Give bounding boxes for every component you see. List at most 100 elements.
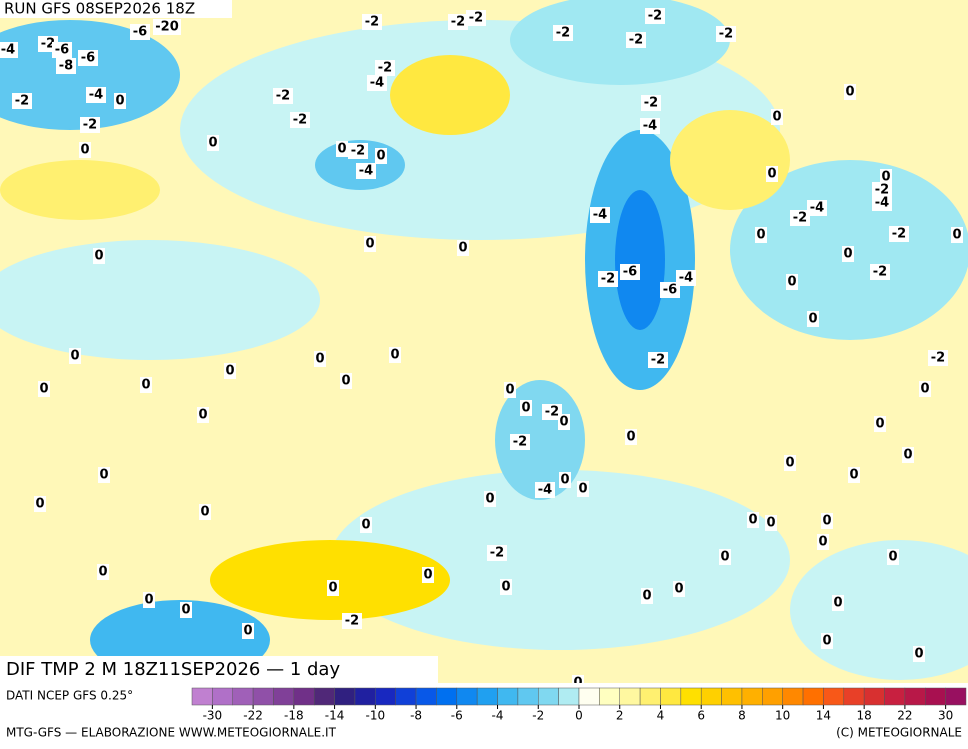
contour-label: -2 [41,37,55,52]
map-title: DIF TMP 2 M 18Z11SEP2026 — 1 day [6,659,340,680]
label-bg [389,347,401,363]
label-bg [520,400,532,416]
label-bg [52,42,72,58]
contour-label: 0 [767,167,776,182]
colorbar-label: -30 [203,709,223,723]
colorbar-label: 4 [657,709,665,723]
contour-label: -2 [490,546,504,561]
contour-label: 0 [787,275,796,290]
label-bg [626,32,646,48]
label-bg [640,118,660,134]
label-bg [367,75,387,91]
label-bg [844,84,856,100]
contour-labels: -4 -2 -6-8-6-6 -20-2 -4 0-20 0-2 -2 -2-2-2-2 -2-2… [0,0,963,691]
label-bg [93,248,105,264]
label-bg [676,270,696,286]
label-bg [719,549,731,565]
colorbar-label: 14 [816,709,831,723]
colorbar-swatch [782,687,804,706]
source-label: DATI NCEP GFS 0.25° [6,689,133,703]
label-bg [143,592,155,608]
label-bg [348,143,368,159]
contour-label: 0 [952,228,961,243]
contour-label: -2 [276,89,290,104]
colorbar-swatch [639,687,661,706]
label-bg [755,227,767,243]
colorbar-label: -18 [284,709,304,723]
label-bg [314,351,326,367]
contour-label: 0 [94,249,103,264]
anomaly-area [0,160,160,220]
contour-label: 0 [458,241,467,256]
label-bg [69,348,81,364]
label-bg [375,60,395,76]
colorbar-swatch [843,687,865,706]
anomaly-area [790,540,968,680]
label-bg [242,623,254,639]
colorbar-label: -6 [451,709,463,723]
label-bg [842,246,854,262]
colorbar-swatch [741,687,763,706]
label-bg [786,274,798,290]
label-bg [784,455,796,471]
label-bg [224,363,236,379]
label-bg [771,109,783,125]
label-bg [273,88,293,104]
colorbar-label: 2 [616,709,624,723]
contour-label: -6 [55,43,69,58]
colorbar-label: 8 [738,709,746,723]
contour-label: -2 [545,405,559,420]
label-bg [919,381,931,397]
anomaly-area [670,110,790,210]
contour-label: -4 [875,196,889,211]
contour-label: 0 [365,237,374,252]
colorbar-swatch [476,687,498,706]
contour-label: 0 [35,497,44,512]
contour-label: 0 [559,415,568,430]
label-bg [336,141,348,157]
anomaly-area [615,190,665,330]
contour-label: 0 [888,550,897,565]
label-bg [716,26,736,42]
label-bg [360,517,372,533]
contour-label: -6 [133,25,147,40]
contour-label: 0 [849,468,858,483]
colorbar-label: 22 [897,709,912,723]
label-bg [86,87,106,103]
label-bg [484,491,496,507]
contour-label: -2 [629,33,643,48]
colorbar-swatch [538,687,559,706]
contour-label: 0 [875,417,884,432]
copyright: (C) METEOGIORNALE [836,726,962,740]
colorbar-swatch [884,687,906,706]
label-bg [97,564,109,580]
label-bg [0,42,18,58]
contour-label: 0 [766,516,775,531]
anomaly-area [390,55,510,135]
anomaly-area [0,240,320,360]
contour-label: 0 [337,142,346,157]
colorbar-swatch [293,687,315,706]
map-field [0,0,968,683]
label-bg [114,93,126,109]
label-bg [848,467,860,483]
colorbar-swatch [517,687,539,706]
contour-label: -4 [359,164,373,179]
label-bg [140,377,152,393]
label-bg [199,504,211,520]
label-bg [180,602,192,618]
label-bg [817,534,829,550]
colorbar-swatch [599,687,620,706]
contour-label: -2 [293,113,307,128]
label-bg [56,58,76,74]
label-bg [375,148,387,164]
label-bg [448,14,468,30]
contour-label: 0 [914,647,923,662]
label-bg [510,434,530,450]
contour-label: -2 [15,94,29,109]
contour-label: -4 [370,76,384,91]
colorbar-swatch [925,687,946,706]
label-bg [559,472,571,488]
colorbar-label: 18 [857,709,872,723]
colorbar-swatch [334,687,356,706]
